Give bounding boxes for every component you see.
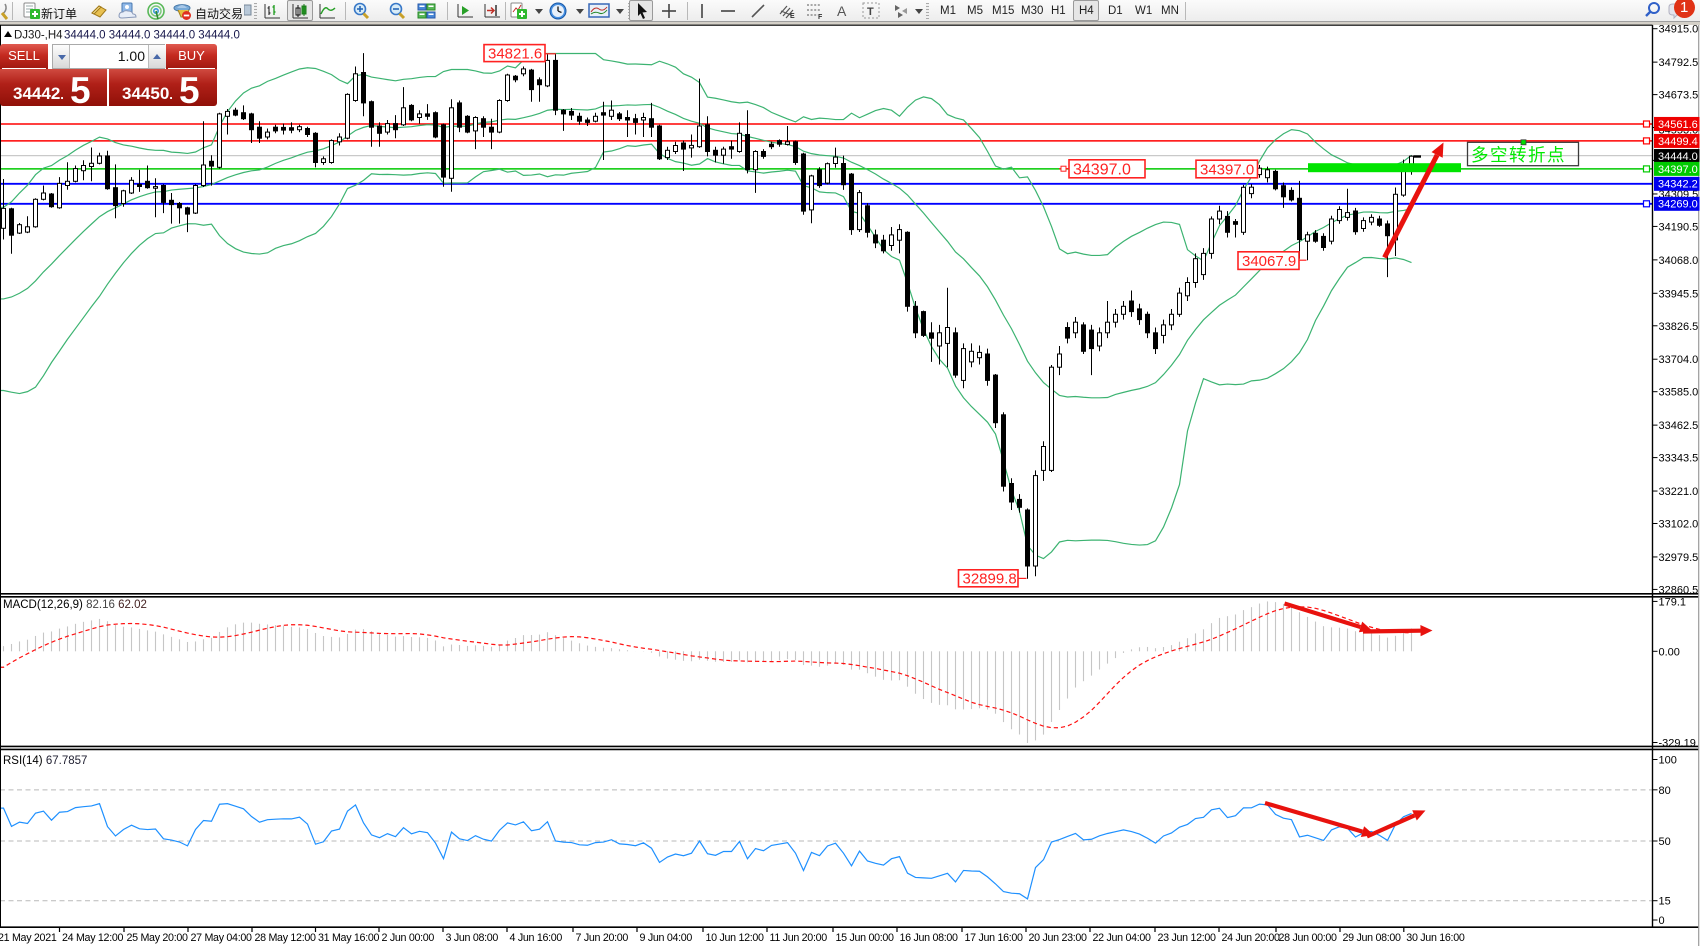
svg-text:32860.5: 32860.5 [1659,584,1699,596]
svg-text:34499.4: 34499.4 [1658,136,1698,148]
svg-text:11 Jun 20:00: 11 Jun 20:00 [770,932,828,944]
svg-text:32979.5: 32979.5 [1659,552,1699,564]
svg-text:4 Jun 16:00: 4 Jun 16:00 [510,932,563,944]
svg-text:33585.0: 33585.0 [1659,387,1699,399]
svg-text:23 Jun 12:00: 23 Jun 12:00 [1158,932,1217,944]
svg-text:80: 80 [1659,785,1671,797]
svg-text:7 Jun 20:00: 7 Jun 20:00 [576,932,629,944]
svg-text:34821.6: 34821.6 [488,46,542,63]
svg-text:21 May 2021: 21 May 2021 [0,932,57,944]
svg-text:2 Jun 00:00: 2 Jun 00:00 [382,932,435,944]
svg-text:15: 15 [1659,896,1671,908]
svg-text:31 May 16:00: 31 May 16:00 [318,932,380,944]
svg-text:34561.6: 34561.6 [1658,119,1698,131]
svg-text:34444.0: 34444.0 [1658,151,1698,163]
svg-text:24 Jun 20:00: 24 Jun 20:00 [1222,932,1281,944]
svg-text:F: F [818,14,823,20]
svg-text:-329.19: -329.19 [1659,738,1696,750]
svg-text:33826.5: 33826.5 [1659,321,1699,333]
svg-text:33945.5: 33945.5 [1659,288,1699,300]
svg-text:34444.0 34444.0 34444.0 34444.: 34444.0 34444.0 34444.0 34444.0 [64,30,240,42]
svg-text:34342.2: 34342.2 [1658,179,1698,191]
svg-text:9 Jun 04:00: 9 Jun 04:00 [640,932,693,944]
svg-text:34067.9: 34067.9 [1242,253,1296,270]
svg-text:34068.0: 34068.0 [1659,255,1699,267]
svg-text:29 Jun 08:00: 29 Jun 08:00 [1343,932,1402,944]
svg-text:0.00: 0.00 [1659,646,1680,658]
svg-text:33704.0: 33704.0 [1659,354,1699,366]
svg-text:28 Jun 00:00: 28 Jun 00:00 [1279,932,1338,944]
svg-text:30 Jun 16:00: 30 Jun 16:00 [1406,932,1465,944]
svg-text:34792.5: 34792.5 [1659,57,1699,69]
svg-text:10 Jun 12:00: 10 Jun 12:00 [706,932,765,944]
svg-text:100: 100 [1659,755,1677,767]
svg-text:17 Jun 16:00: 17 Jun 16:00 [965,932,1024,944]
svg-text:DJ30-,H4: DJ30-,H4 [14,30,63,42]
svg-text:3 Jun 08:00: 3 Jun 08:00 [446,932,499,944]
svg-text:27 May 04:00: 27 May 04:00 [191,932,253,944]
svg-text:0: 0 [1659,915,1665,927]
svg-text:34915.0: 34915.0 [1659,24,1699,36]
svg-text:22 Jun 04:00: 22 Jun 04:00 [1093,932,1152,944]
svg-text:24 May 12:00: 24 May 12:00 [62,932,124,944]
svg-text:34269.0: 34269.0 [1658,199,1698,211]
svg-text:179.1: 179.1 [1659,596,1687,608]
svg-text:34397.0: 34397.0 [1658,164,1698,176]
svg-text:MACD(12,26,9) 82.16 62.02: MACD(12,26,9) 82.16 62.02 [3,599,147,611]
svg-text:33221.0: 33221.0 [1659,486,1699,498]
svg-text:E: E [790,13,795,20]
svg-text:25 May 20:00: 25 May 20:00 [127,932,189,944]
svg-text:34397.0: 34397.0 [1200,161,1254,178]
svg-text:33343.5: 33343.5 [1659,453,1699,465]
svg-text:34673.5: 34673.5 [1659,90,1699,102]
svg-text:20 Jun 23:00: 20 Jun 23:00 [1029,932,1088,944]
svg-text:32899.8: 32899.8 [963,571,1017,588]
svg-text:多空转折点: 多空转折点 [1471,145,1566,165]
svg-text:33462.5: 33462.5 [1659,420,1699,432]
svg-text:33102.0: 33102.0 [1659,519,1699,531]
svg-text:50: 50 [1659,836,1671,848]
svg-text:15 Jun 00:00: 15 Jun 00:00 [836,932,895,944]
svg-text:28 May 12:00: 28 May 12:00 [255,932,317,944]
svg-text:RSI(14) 67.7857: RSI(14) 67.7857 [3,755,87,767]
svg-text:34190.5: 34190.5 [1659,221,1699,233]
svg-text:34397.0: 34397.0 [1073,162,1131,179]
svg-text:16 Jun 08:00: 16 Jun 08:00 [900,932,959,944]
svg-text:T: T [867,6,874,18]
